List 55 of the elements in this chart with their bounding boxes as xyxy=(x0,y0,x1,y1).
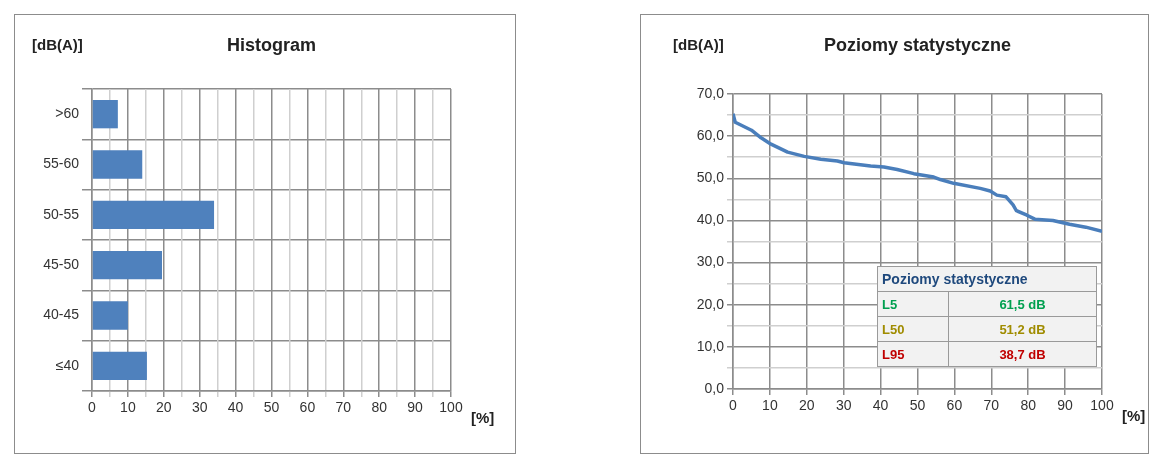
x-tick-label: 20 xyxy=(156,399,172,416)
y-tick-label: 45-50 xyxy=(43,256,80,273)
x-tick-label: 60 xyxy=(299,399,316,416)
annotation: 38,7 dB xyxy=(948,341,1097,367)
x-tick-label: 70 xyxy=(983,397,1000,414)
x-axis-title: [%] xyxy=(471,409,495,427)
y-tick-label: 70,0 xyxy=(696,84,725,101)
bar xyxy=(92,100,118,129)
chart-title: Poziomy statystyczne xyxy=(823,34,1012,55)
x-tick-label: 90 xyxy=(407,399,424,416)
x-tick-label: 0 xyxy=(88,399,97,416)
y-tick-label: 20,0 xyxy=(696,295,725,312)
bar xyxy=(92,301,128,330)
y-axis-title: [dB(A)] xyxy=(32,36,83,54)
x-tick-label: 70 xyxy=(335,399,352,416)
x-tick-label: 30 xyxy=(191,399,208,416)
y-axis-title: [dB(A)] xyxy=(673,36,724,54)
x-tick-label: 40 xyxy=(227,399,244,416)
y-tick-label: 30,0 xyxy=(696,253,725,270)
chart-title: Histogram xyxy=(226,34,317,55)
x-tick-label: 50 xyxy=(263,399,280,416)
x-tick-label: 0 xyxy=(729,397,738,414)
y-tick-label: 10,0 xyxy=(696,337,725,354)
x-tick-label: 60 xyxy=(946,397,963,414)
x-tick-label: 50 xyxy=(909,397,926,414)
x-tick-label: 80 xyxy=(1020,397,1037,414)
x-tick-label: 10 xyxy=(762,397,778,414)
y-tick-label: >60 xyxy=(55,105,80,122)
y-tick-label: 0,0 xyxy=(704,379,725,396)
x-axis-title: [%] xyxy=(1122,407,1146,425)
y-tick-label: 50,0 xyxy=(696,169,725,186)
annotation: L50 xyxy=(877,316,949,342)
bar xyxy=(92,351,147,380)
x-tick-label: 10 xyxy=(120,399,136,416)
y-tick-label: 55-60 xyxy=(43,155,80,172)
x-tick-label: 90 xyxy=(1057,397,1074,414)
y-tick-label: 50-55 xyxy=(43,205,80,222)
bar xyxy=(92,200,215,229)
x-tick-label: 30 xyxy=(835,397,852,414)
annotation: L5 xyxy=(877,291,949,317)
bar xyxy=(92,150,143,179)
x-tick-label: 20 xyxy=(799,397,815,414)
x-tick-label: 100 xyxy=(439,399,463,416)
x-tick-label: 100 xyxy=(1090,397,1114,414)
bar xyxy=(92,251,163,280)
annotation: Poziomy statystyczne xyxy=(877,266,1097,292)
y-tick-label: ≤40 xyxy=(55,356,80,373)
annotation: 61,5 dB xyxy=(948,291,1097,317)
y-tick-label: 40,0 xyxy=(696,211,725,228)
y-tick-label: 60,0 xyxy=(696,127,725,143)
annotation: L95 xyxy=(877,341,949,367)
x-tick-label: 40 xyxy=(872,397,889,414)
annotation: 51,2 dB xyxy=(948,316,1097,342)
y-tick-label: 40-45 xyxy=(43,306,80,323)
x-tick-label: 80 xyxy=(371,399,388,416)
